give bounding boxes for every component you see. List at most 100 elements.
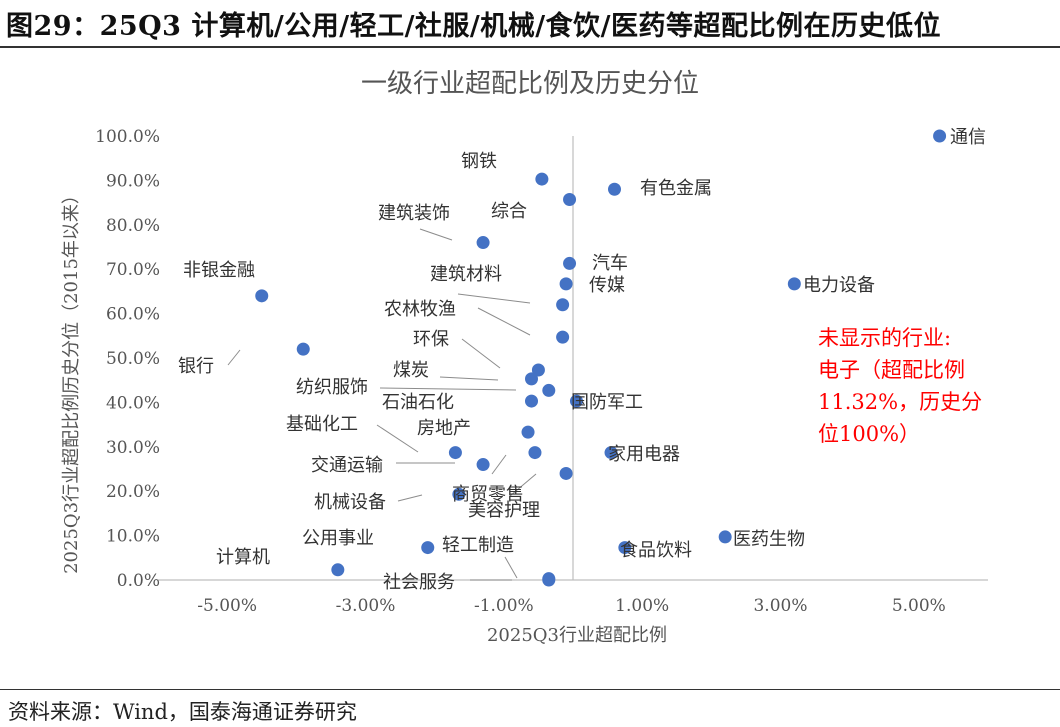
leader-line [379, 387, 517, 391]
data-point [535, 172, 549, 186]
point-label: 轻工制造 [442, 535, 514, 556]
point-label: 食品饮料 [620, 540, 692, 561]
y-tick-label: 90.0% [106, 171, 160, 191]
point-label: 房地产 [417, 418, 471, 439]
data-point [563, 256, 577, 270]
data-point [542, 383, 556, 397]
data-point [559, 277, 573, 291]
y-tick-label: 70.0% [106, 260, 160, 280]
point-label: 计算机 [216, 547, 270, 568]
data-point [933, 129, 947, 143]
leader-line [419, 228, 453, 241]
point-label: 家用电器 [608, 444, 680, 465]
y-tick-label: 20.0% [106, 482, 160, 502]
data-point [559, 466, 573, 480]
title-rule [0, 46, 1060, 48]
data-point [331, 563, 345, 577]
point-label: 基础化工 [286, 414, 358, 435]
x-tick-label: -1.00% [474, 596, 534, 616]
y-tick-label: 80.0% [106, 216, 160, 236]
y-tick-label: 60.0% [106, 305, 160, 325]
y-tick-label: 10.0% [106, 527, 160, 547]
point-label: 医药生物 [733, 529, 805, 550]
x-tick-label: 3.00% [753, 596, 807, 616]
data-point [452, 487, 466, 501]
leader-line [439, 376, 499, 381]
data-points [255, 129, 947, 587]
leader-line [504, 556, 518, 579]
leader-line [227, 349, 241, 366]
x-axis-title: 2025Q3行业超配比例 [487, 625, 667, 646]
y-tick-label: 0.0% [117, 571, 160, 591]
unshown-industry-note: 未显示的行业: 电子（超配比例 11.32%，历史分 位100%） [818, 326, 983, 446]
axes: 0.0% 10.0% 20.0% 30.0% 40.0% 50.0% 60.0% 70.0% 8… [95, 127, 988, 616]
data-point [255, 289, 269, 303]
source-rule [0, 689, 1060, 690]
x-tick-label: -5.00% [197, 596, 257, 616]
point-label: 煤炭 [393, 360, 429, 381]
point-label: 社会服务 [383, 572, 455, 593]
point-label: 建筑材料 [430, 264, 502, 285]
point-label: 石油石化 [382, 392, 454, 413]
data-point [618, 541, 632, 555]
chart-title: 一级行业超配比例及历史分位 [361, 69, 699, 99]
leader-line [457, 293, 531, 304]
x-tick-label: -3.00% [336, 596, 396, 616]
leader-line [509, 473, 537, 497]
leader-line [397, 494, 423, 502]
y-tick-label: 30.0% [106, 438, 160, 458]
data-point [556, 298, 570, 312]
data-point [608, 182, 621, 196]
data-point [528, 446, 542, 460]
point-label: 机械设备 [314, 492, 386, 513]
point-label: 通信 [950, 127, 986, 148]
point-label: 非银金融 [183, 260, 255, 281]
point-label: 农林牧渔 [384, 299, 456, 320]
figure-title: 图29：25Q3 计算机/公用/轻工/社服/机械/食饮/医药等超配比例在历史低位 [6, 11, 942, 42]
point-label: 钢铁 [461, 151, 497, 172]
point-label: 国防军工 [571, 392, 643, 413]
data-point [525, 372, 538, 386]
point-label: 纺织服饰 [296, 377, 368, 398]
data-point [476, 458, 490, 472]
leader-line [376, 424, 419, 453]
data-point [563, 192, 577, 206]
point-label: 有色金属 [640, 178, 712, 199]
point-label: 商贸零售 [452, 484, 524, 505]
leader-line [491, 454, 507, 475]
y-tick-label: 40.0% [106, 393, 160, 413]
y-tick-label: 100.0% [95, 127, 160, 147]
point-label: 电力设备 [803, 275, 875, 296]
data-point [556, 330, 570, 344]
point-label: 美容护理 [468, 500, 540, 521]
leader-line [477, 307, 531, 336]
point-label: 建筑装饰 [378, 203, 450, 224]
data-point [421, 541, 435, 555]
scatter-chart: 一级行业超配比例及历史分位 0.0% 10.0% 20.0% 30.0% 40.0% 50… [61, 69, 988, 646]
data-point [604, 446, 618, 460]
point-label: 银行 [178, 356, 214, 377]
x-tick-label: 5.00% [892, 596, 946, 616]
data-point [525, 394, 538, 408]
data-point [787, 277, 801, 291]
source-text: 资料来源：Wind，国泰海通证券研究 [8, 700, 357, 724]
y-tick-label: 50.0% [106, 349, 160, 369]
point-label: 环保 [413, 329, 449, 350]
data-point [296, 342, 310, 356]
point-label: 综合 [491, 201, 527, 222]
data-point [531, 363, 545, 377]
data-point [521, 425, 535, 439]
data-point [718, 530, 732, 544]
data-point [542, 573, 556, 587]
data-point [476, 236, 490, 250]
label-leader-lines [227, 228, 537, 581]
point-label: 交通运输 [311, 455, 383, 476]
leader-line [461, 338, 501, 369]
data-point [448, 446, 462, 460]
data-point [569, 394, 583, 408]
x-tick-label: 1.00% [615, 596, 669, 616]
point-label: 公用事业 [302, 528, 374, 549]
point-label: 传媒 [589, 275, 625, 296]
point-label: 汽车 [592, 253, 628, 274]
